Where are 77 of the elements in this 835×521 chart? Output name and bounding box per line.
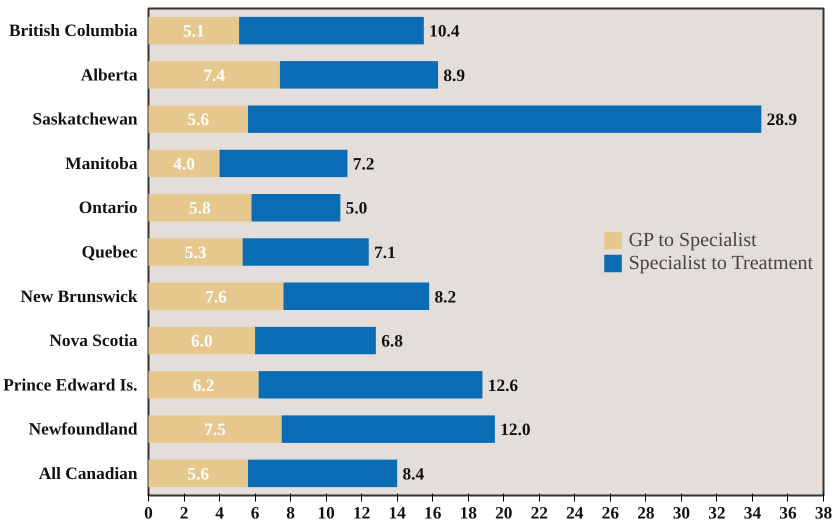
y-tick-label: Newfoundland xyxy=(28,420,138,439)
x-tick-label: 18 xyxy=(460,504,478,521)
data-label: 8.4 xyxy=(402,464,425,484)
data-label: 12.6 xyxy=(488,376,518,395)
data-label: 12.0 xyxy=(500,420,531,440)
bar xyxy=(148,61,280,89)
data-label: 6.2 xyxy=(192,376,214,395)
legend-label: GP to Specialist xyxy=(628,228,757,252)
y-tick-label: Manitoba xyxy=(65,154,138,173)
data-label: 7.5 xyxy=(204,420,226,440)
x-tick-label: 10 xyxy=(317,504,335,521)
legend-label: Specialist to Treatment xyxy=(628,252,813,274)
data-label: 7.2 xyxy=(352,154,374,174)
y-tick-label: Saskatchewan xyxy=(32,110,138,129)
x-tick-label: 26 xyxy=(602,504,620,521)
data-label: 5.1 xyxy=(182,22,205,41)
bar xyxy=(148,150,220,178)
data-label: 6.0 xyxy=(190,332,213,351)
x-tick-label: 16 xyxy=(424,504,442,521)
x-tick-label: 34 xyxy=(744,504,762,521)
y-tick-label: British Columbia xyxy=(8,21,138,40)
bar xyxy=(239,16,424,44)
bar xyxy=(248,105,762,133)
x-tick-label: 12 xyxy=(352,504,370,521)
bar xyxy=(252,194,340,222)
x-tick-label: 32 xyxy=(708,504,726,521)
bar xyxy=(242,238,369,266)
data-label: 28.9 xyxy=(766,110,798,130)
y-tick-label: Nova Scotia xyxy=(49,331,138,350)
y-tick-label: Quebec xyxy=(82,242,138,262)
bar xyxy=(148,460,248,488)
y-tick-label: Alberta xyxy=(80,65,138,84)
data-label: 7.4 xyxy=(203,66,226,85)
data-label: 7.1 xyxy=(374,243,396,262)
data-label: 5.6 xyxy=(187,110,210,130)
y-tick-label: All Canadian xyxy=(38,464,138,483)
x-tick-label: 4 xyxy=(215,504,224,521)
bar xyxy=(148,282,284,310)
data-label: 4.0 xyxy=(173,154,195,174)
data-label: 5.3 xyxy=(184,243,207,262)
x-tick-label: 28 xyxy=(637,504,655,521)
data-label: 6.8 xyxy=(381,332,404,351)
data-label: 10.4 xyxy=(429,22,460,41)
bar xyxy=(148,16,240,44)
bar xyxy=(280,61,438,89)
x-tick-label: 20 xyxy=(495,504,512,521)
y-tick-label: Ontario xyxy=(78,198,138,218)
bar xyxy=(248,460,398,488)
bar xyxy=(148,371,259,399)
x-tick-label: 8 xyxy=(286,504,296,521)
bar xyxy=(148,194,252,222)
bar xyxy=(282,415,495,443)
x-tick-label: 2 xyxy=(180,504,188,521)
x-tick-label: 24 xyxy=(566,504,584,521)
data-label: 5.6 xyxy=(187,464,210,484)
data-label: 7.6 xyxy=(205,287,228,306)
x-tick-label: 30 xyxy=(672,504,690,521)
bar xyxy=(258,371,482,399)
x-tick-label: 14 xyxy=(388,504,406,521)
x-tick-label: 0 xyxy=(144,504,153,521)
bar xyxy=(255,326,376,354)
bar xyxy=(148,105,248,133)
bar xyxy=(148,238,243,266)
data-label: 5.8 xyxy=(189,198,212,218)
x-tick-label: 36 xyxy=(779,504,797,521)
x-tick-label: 22 xyxy=(530,504,548,521)
data-label: 8.9 xyxy=(443,66,466,85)
y-tick-label: New Brunswick xyxy=(20,286,138,306)
data-label: 8.2 xyxy=(434,287,456,306)
data-label: 5.0 xyxy=(346,198,368,218)
bar xyxy=(148,326,256,354)
x-tick-label: 38 xyxy=(814,504,832,521)
bar xyxy=(284,282,430,310)
y-tick-label: Prince Edward Is. xyxy=(3,375,138,394)
bar xyxy=(220,150,348,178)
x-tick-label: 6 xyxy=(250,504,260,521)
bar xyxy=(148,415,282,443)
